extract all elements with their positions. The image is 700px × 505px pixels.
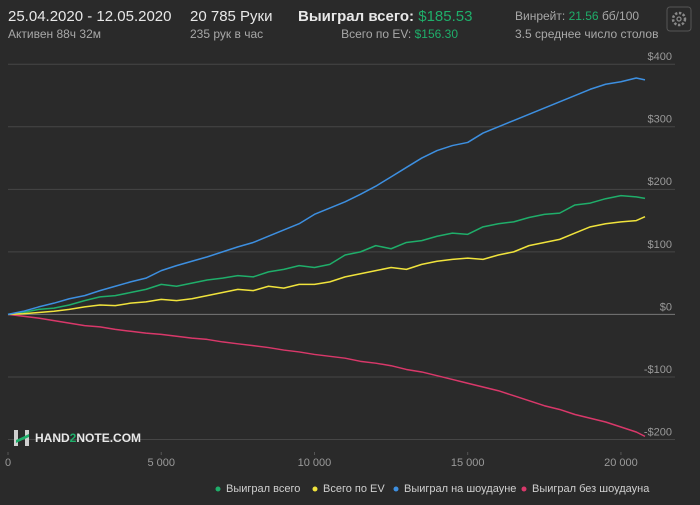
- winrate-unit: бб/100: [602, 9, 639, 23]
- brand-part: 2: [70, 431, 77, 445]
- settings-frame[interactable]: [666, 6, 692, 32]
- brand-part: NOTE.COM: [76, 431, 141, 445]
- tables: 3.5 среднее число столов: [515, 27, 658, 41]
- winrate-value: 21.56: [569, 9, 599, 23]
- series-line: [7, 194, 646, 316]
- won-label: Выиграл всего:: [298, 8, 414, 25]
- y-tick-label: -$100: [644, 364, 672, 376]
- series-line: [7, 215, 646, 316]
- winrate-label: Винрейт:: [515, 9, 565, 23]
- y-tick-label: $0: [660, 301, 672, 313]
- legend-label: Выиграл без шоудауна: [532, 483, 650, 495]
- date-range: 25.04.2020 - 12.05.2020: [8, 8, 171, 25]
- legend-label: Выиграл на шоудауне: [404, 483, 516, 495]
- legend-marker: [312, 486, 318, 492]
- x-tick-label: 20 000: [604, 457, 638, 469]
- settings-button[interactable]: [666, 6, 692, 32]
- won-value: $185.53: [418, 8, 472, 25]
- logo-bar: [14, 430, 18, 446]
- winrate: Винрейт: 21.56 бб/100: [515, 9, 639, 23]
- x-tick-label: 10 000: [298, 457, 332, 469]
- legend-label: Всего по EV: [323, 483, 385, 495]
- logo-stroke: [16, 434, 29, 443]
- x-tick-label: 15 000: [451, 457, 485, 469]
- active-time: Активен 88ч 32м: [8, 27, 101, 41]
- logo-bar: [25, 430, 29, 446]
- y-tick-label: $100: [648, 239, 672, 251]
- grid: -$200 -$100 $0 $100 $200 $300 $400 0 5 000 10 000…: [5, 51, 675, 469]
- legend-label: Выиграл всего: [226, 483, 300, 495]
- brand-part: HAND: [35, 431, 70, 445]
- y-tick-label: -$200: [644, 426, 672, 438]
- legend-marker: [215, 486, 221, 492]
- gear-hub[interactable]: [676, 16, 682, 22]
- watermark: HAND2NOTE.COM: [14, 430, 141, 446]
- x-tick-label: 0: [5, 457, 11, 469]
- y-tick-label: $300: [648, 114, 672, 126]
- hands: 20 785 Руки: [190, 8, 273, 25]
- legend-marker: [521, 486, 527, 492]
- y-tick-label: $400: [648, 51, 672, 63]
- ev-value: $156.30: [415, 27, 459, 41]
- y-tick-label: $200: [648, 176, 672, 188]
- ev-total: Всего по EV: $156.30: [341, 27, 458, 41]
- series-line: [7, 313, 646, 438]
- won-total: Выиграл всего: $185.53: [298, 8, 472, 25]
- hands-per-hour: 235 рук в час: [190, 27, 263, 41]
- ev-label: Всего по EV:: [341, 27, 411, 41]
- series-line: [7, 77, 646, 316]
- brand: HAND2NOTE.COM: [35, 431, 141, 445]
- x-tick-label: 5 000: [147, 457, 175, 469]
- gear-teeth[interactable]: [671, 11, 687, 27]
- legend-marker: [393, 486, 399, 492]
